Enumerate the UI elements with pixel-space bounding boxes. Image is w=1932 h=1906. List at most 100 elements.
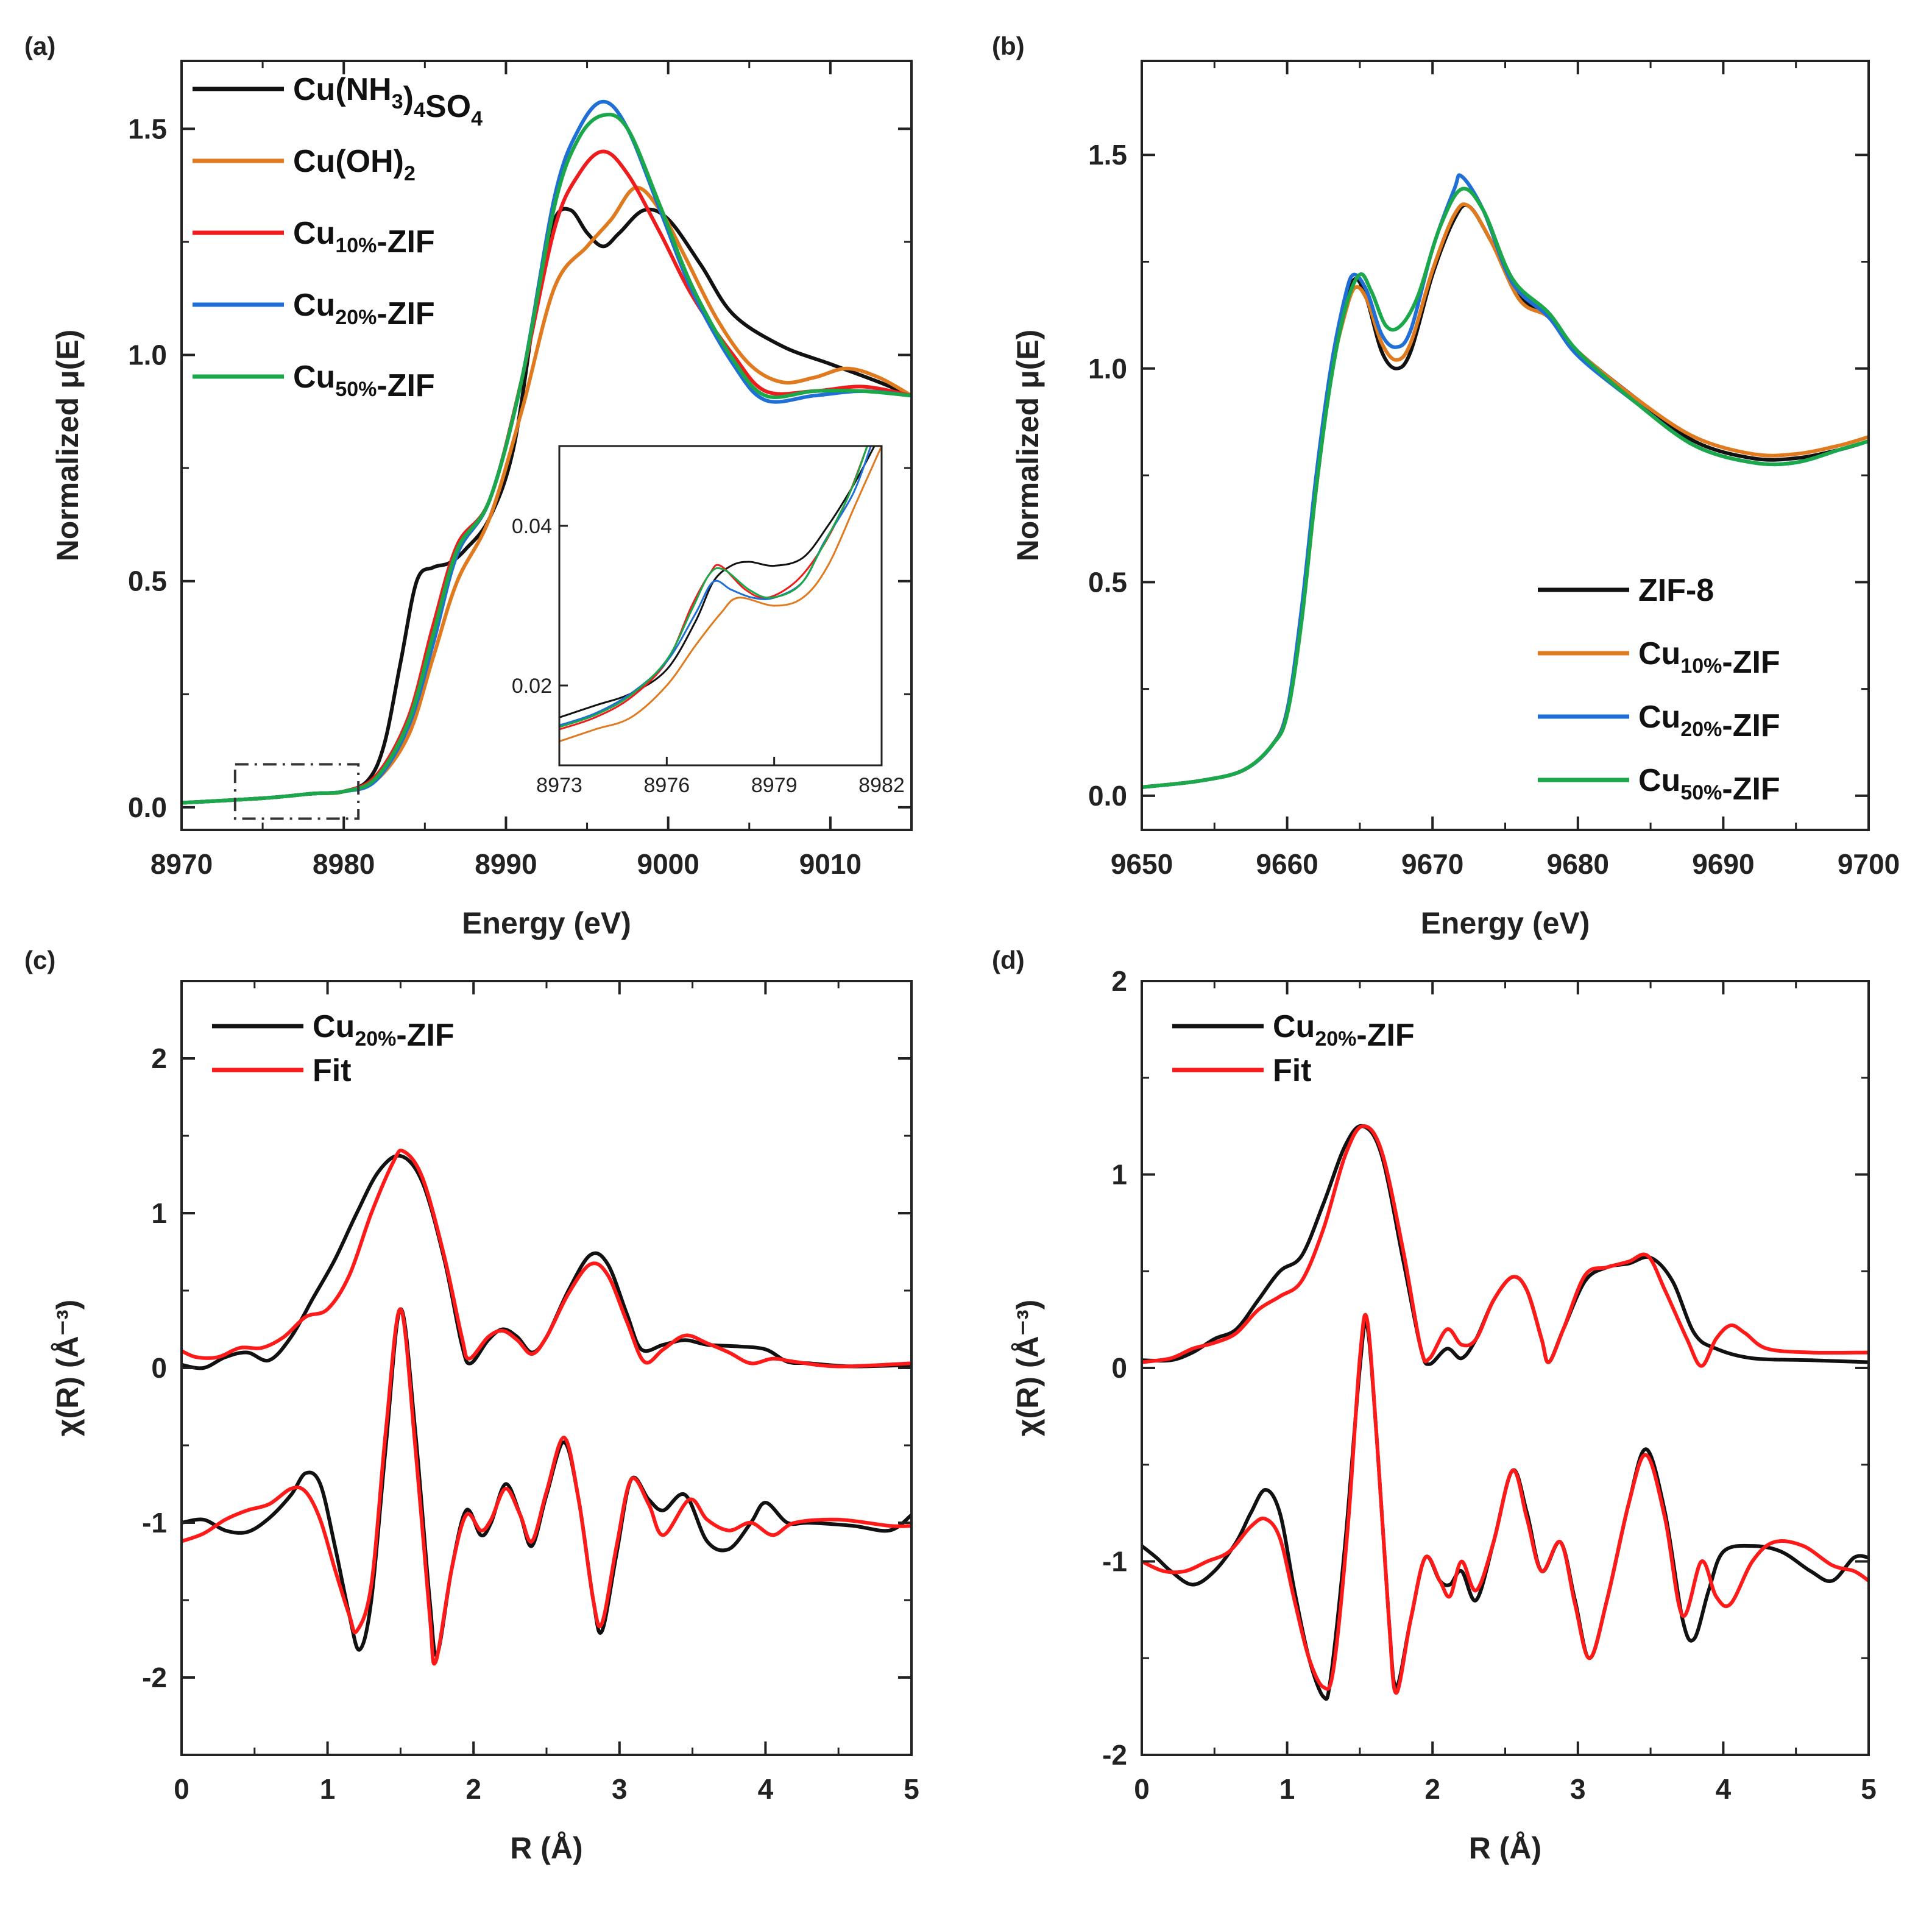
x-tick-label: 8980 <box>313 848 375 880</box>
series-line-2 <box>1142 1319 1869 1701</box>
x-tick-label: 9010 <box>799 848 862 880</box>
legend: Cu(NH3)4SO4 Cu(OH)2 Cu10%-ZIF Cu20%-ZIF Cu50… <box>193 72 483 403</box>
zoom-region-box <box>233 763 360 820</box>
y-tick-label: 0.5 <box>1088 566 1127 598</box>
legend-label: ZIF-8 <box>1638 573 1714 608</box>
legend-label: Cu10%-ZIF <box>293 216 435 260</box>
legend-label: Cu(OH)2 <box>293 144 416 185</box>
series-line-1 <box>1142 202 1869 789</box>
x-tick-label: 5 <box>904 1773 919 1805</box>
x-tick-label: 2 <box>465 1773 481 1805</box>
panel-c: (c) 0 1 2 3 4 5 -2 -1 0 1 2 R (Å) χ(R) (Å⁻³) Cu20%-ZIF… <box>24 946 919 1865</box>
inset-x-tick-label: 8982 <box>858 774 905 797</box>
series-line-3 <box>182 1307 911 1666</box>
inset-x-tick-label: 8973 <box>536 774 582 797</box>
legend-label: Cu20%-ZIF <box>313 1009 455 1053</box>
series-group <box>182 99 911 805</box>
y-axis-label: χ(R) (Å⁻³) <box>1011 1300 1045 1437</box>
series-line-1 <box>1142 1124 1869 1368</box>
series-line-4 <box>182 113 911 805</box>
x-tick-label: 0 <box>1134 1773 1150 1805</box>
inset-x-tick-label: 8976 <box>644 774 690 797</box>
panel-d: (d) 0 1 2 3 4 5 -2 -1 0 1 2 R (Å) χ(R) (Å⁻³) Cu20%-ZIF… <box>992 946 1877 1865</box>
plot-frame <box>180 60 913 831</box>
x-tick-label: 3 <box>612 1773 628 1805</box>
y-axis-label: Normalized μ(E) <box>1011 330 1045 562</box>
y-tick-label: 0 <box>1111 1352 1127 1384</box>
series-line-2 <box>182 1307 911 1657</box>
series-line-1 <box>182 1149 911 1369</box>
panel-b: (b) 9650 9660 9670 9680 9690 9700 0.0 0.5 1.0 1.5 E… <box>992 32 1900 940</box>
y-tick-label: 1 <box>151 1197 167 1229</box>
x-axis-label: Energy (eV) <box>1421 906 1590 940</box>
x-tick-label: 9700 <box>1838 848 1900 880</box>
y-tick-label: 0.5 <box>128 565 167 597</box>
legend-label: Cu20%-ZIF <box>1638 700 1780 743</box>
x-tick-label: 4 <box>1716 1773 1732 1805</box>
series-line-0 <box>182 1153 911 1370</box>
legend-label: Fit <box>313 1053 352 1088</box>
panel-label: (d) <box>992 946 1025 974</box>
y-tick-label: 2 <box>1111 965 1127 997</box>
y-tick-label: 1.0 <box>1088 353 1127 384</box>
legend-label: Cu50%-ZIF <box>1638 763 1780 807</box>
x-tick-label: 8970 <box>150 848 213 880</box>
panel-label: (c) <box>24 946 55 974</box>
panel-label: (b) <box>992 32 1025 60</box>
y-tick-label: -2 <box>1102 1739 1127 1771</box>
panel-label: (a) <box>24 32 55 60</box>
series-line-0 <box>1142 1124 1869 1366</box>
y-tick-label: -2 <box>142 1662 167 1693</box>
inset-frame <box>558 445 883 767</box>
plot-frame <box>180 980 913 1756</box>
legend-label: Cu20%-ZIF <box>1273 1009 1415 1053</box>
legend-label: Cu50%-ZIF <box>293 360 435 403</box>
x-tick-label: 9660 <box>1256 848 1318 880</box>
y-axis-label: Normalized μ(E) <box>51 330 85 562</box>
x-tick-label: 1 <box>1279 1773 1295 1805</box>
inset-x-tick-label: 8979 <box>751 774 798 797</box>
y-tick-label: 1.5 <box>128 113 167 144</box>
x-tick-label: 8990 <box>475 848 537 880</box>
legend-label: Fit <box>1273 1053 1312 1088</box>
y-tick-label: 2 <box>151 1043 167 1074</box>
y-tick-label: 0.0 <box>1088 780 1127 812</box>
y-tick-label: 1 <box>1111 1159 1127 1191</box>
inset: 8973 8976 8979 8982 0.02 0.04 <box>512 445 905 797</box>
legend-label: Cu20%-ZIF <box>293 288 435 331</box>
x-tick-label: 5 <box>1861 1773 1877 1805</box>
inset-line-4 <box>559 446 868 728</box>
legend-label: Cu10%-ZIF <box>1638 636 1780 680</box>
x-tick-label: 9000 <box>637 848 699 880</box>
x-axis-label: R (Å) <box>510 1831 582 1865</box>
y-tick-label: -1 <box>142 1507 167 1539</box>
x-axis-label: R (Å) <box>1469 1831 1541 1865</box>
inset-series <box>559 446 882 743</box>
panel-a: (a) 8970 8980 8990 9000 9010 0.0 0.5 1.0 1.5 Energ… <box>24 32 913 940</box>
legend: ZIF-8 Cu10%-ZIF Cu20%-ZIF Cu50%-ZIF <box>1538 573 1780 807</box>
series-line-3 <box>1142 186 1869 789</box>
y-tick-label: 1.5 <box>1088 139 1127 171</box>
x-tick-label: 9670 <box>1401 848 1463 880</box>
plot-frame <box>1141 980 1870 1756</box>
x-tick-label: 2 <box>1424 1773 1440 1805</box>
y-tick-label: 0 <box>151 1352 167 1384</box>
x-tick-label: 9690 <box>1692 848 1754 880</box>
x-tick-label: 4 <box>758 1773 774 1805</box>
inset-line-1 <box>559 446 882 743</box>
x-tick-label: 0 <box>174 1773 189 1805</box>
series-line-0 <box>1142 203 1869 789</box>
x-tick-label: 3 <box>1570 1773 1586 1805</box>
y-tick-label: 1.0 <box>128 339 167 371</box>
x-axis-label: Energy (eV) <box>462 906 631 940</box>
series-group <box>182 1149 911 1666</box>
y-tick-label: 0.0 <box>128 792 167 823</box>
series-line-3 <box>1142 1313 1869 1695</box>
series-group <box>1142 1124 1869 1701</box>
y-axis-label: χ(R) (Å⁻³) <box>51 1300 85 1437</box>
x-tick-label: 9650 <box>1111 848 1173 880</box>
inset-y-tick-label: 0.02 <box>512 675 552 698</box>
x-tick-label: 9680 <box>1547 848 1609 880</box>
